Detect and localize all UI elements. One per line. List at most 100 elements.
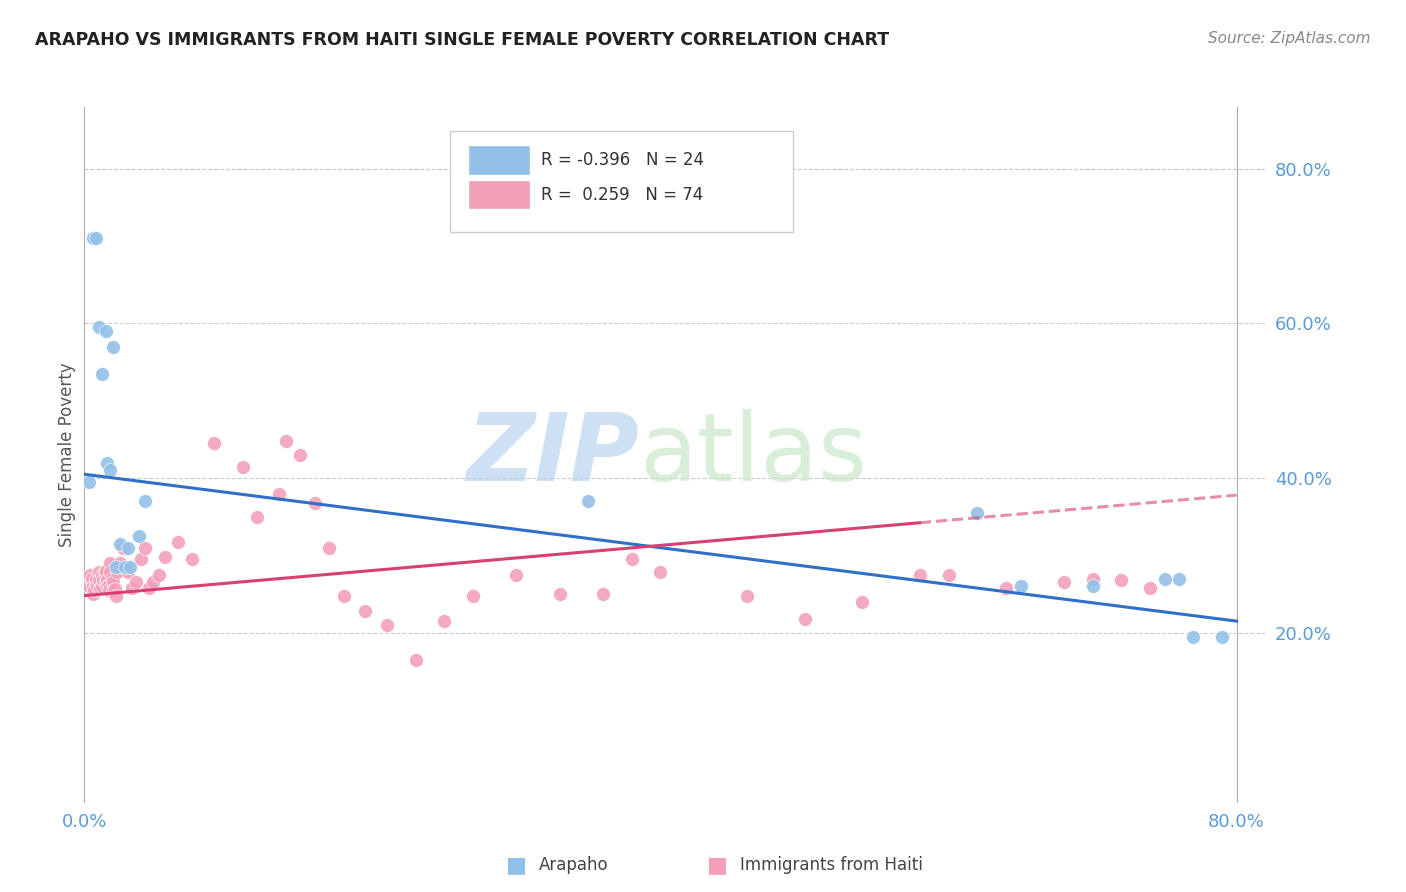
Point — [332, 589, 354, 603]
Point — [375, 618, 398, 632]
Point — [94, 564, 117, 578]
Point — [290, 448, 312, 462]
Point — [84, 575, 107, 590]
Text: R =  0.259   N = 74: R = 0.259 N = 74 — [541, 186, 703, 203]
Text: ■: ■ — [707, 855, 728, 875]
Point — [90, 367, 112, 381]
Point — [77, 475, 100, 489]
Point — [134, 494, 156, 508]
Y-axis label: Single Female Poverty: Single Female Poverty — [58, 363, 76, 547]
Point — [167, 534, 190, 549]
Point — [148, 567, 170, 582]
Point — [1111, 573, 1133, 587]
Text: R = -0.396   N = 24: R = -0.396 N = 24 — [541, 151, 704, 169]
Point — [304, 496, 326, 510]
Point — [97, 578, 120, 592]
Point — [97, 583, 120, 598]
Point — [84, 572, 107, 586]
Point — [620, 552, 643, 566]
Point — [1081, 579, 1104, 593]
Point — [101, 583, 124, 598]
Point — [96, 456, 118, 470]
FancyBboxPatch shape — [468, 145, 530, 175]
Point — [79, 567, 101, 582]
Point — [128, 529, 150, 543]
Point — [1053, 575, 1076, 590]
Point — [82, 587, 104, 601]
Point — [129, 552, 152, 566]
Point — [91, 573, 114, 587]
Point — [908, 567, 931, 582]
Point — [125, 575, 148, 590]
Text: ARAPAHO VS IMMIGRANTS FROM HAITI SINGLE FEMALE POVERTY CORRELATION CHART: ARAPAHO VS IMMIGRANTS FROM HAITI SINGLE … — [35, 31, 889, 49]
Point — [80, 575, 103, 590]
Text: Arapaho: Arapaho — [538, 856, 609, 874]
Point — [121, 581, 143, 595]
Point — [650, 566, 672, 580]
Point — [104, 582, 127, 597]
Point — [82, 579, 104, 593]
Point — [98, 566, 121, 580]
Point — [202, 436, 225, 450]
Point — [87, 566, 110, 580]
Point — [153, 549, 176, 564]
Point — [114, 560, 136, 574]
Point — [105, 560, 128, 574]
Point — [938, 567, 960, 582]
Point — [735, 589, 758, 603]
Point — [98, 463, 121, 477]
Point — [246, 509, 269, 524]
Point — [267, 486, 290, 500]
Point — [87, 320, 110, 334]
Point — [112, 541, 135, 555]
Point — [274, 434, 297, 448]
Point — [76, 575, 98, 590]
Point — [181, 552, 204, 566]
Point — [83, 583, 105, 598]
Point — [77, 579, 100, 593]
FancyBboxPatch shape — [450, 131, 793, 232]
Point — [94, 575, 117, 590]
Point — [1168, 572, 1191, 586]
Point — [1139, 581, 1161, 595]
Point — [354, 604, 377, 618]
Point — [100, 572, 122, 586]
Point — [1211, 630, 1233, 644]
Point — [80, 572, 103, 586]
Text: ■: ■ — [506, 855, 527, 875]
Point — [117, 566, 139, 580]
Point — [1010, 579, 1032, 593]
Point — [433, 614, 456, 628]
Point — [134, 541, 156, 555]
Point — [505, 567, 527, 582]
Point — [93, 566, 115, 580]
Point — [94, 324, 117, 338]
Point — [1153, 572, 1175, 586]
Point — [117, 541, 139, 555]
Point — [110, 537, 132, 551]
Point — [120, 560, 142, 574]
FancyBboxPatch shape — [468, 180, 530, 210]
Point — [89, 581, 111, 595]
Point — [138, 581, 160, 595]
Point — [86, 579, 108, 593]
Point — [82, 231, 104, 245]
Point — [110, 556, 132, 570]
Point — [851, 595, 873, 609]
Point — [90, 567, 112, 582]
Text: Immigrants from Haiti: Immigrants from Haiti — [740, 856, 922, 874]
Text: Source: ZipAtlas.com: Source: ZipAtlas.com — [1208, 31, 1371, 46]
Point — [84, 231, 107, 245]
Point — [96, 573, 118, 587]
Point — [101, 340, 124, 354]
Point — [405, 653, 427, 667]
Point — [578, 494, 600, 508]
Point — [142, 575, 165, 590]
Point — [232, 459, 254, 474]
Point — [96, 579, 118, 593]
Point — [995, 581, 1018, 595]
Point — [1081, 572, 1104, 586]
Point — [101, 575, 124, 590]
Point — [592, 587, 614, 601]
Point — [318, 541, 340, 555]
